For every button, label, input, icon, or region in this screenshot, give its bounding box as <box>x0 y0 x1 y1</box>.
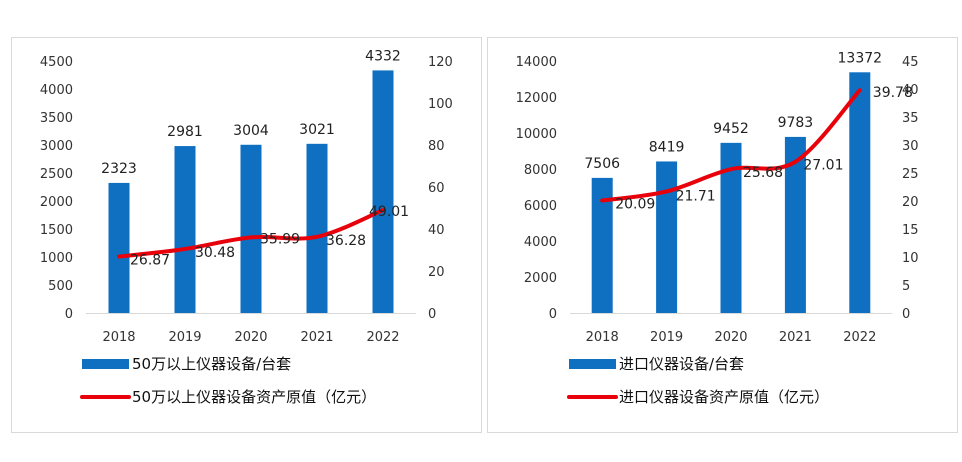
bar-data-label: 7506 <box>584 156 620 172</box>
bar <box>306 143 328 313</box>
line-data-label: 30.48 <box>195 245 235 261</box>
y-left-tick-label: 4000 <box>40 83 73 98</box>
y-right-tick-label: 25 <box>902 167 919 182</box>
bar <box>591 177 613 313</box>
y-right-tick-label: 40 <box>902 83 919 98</box>
bar-data-label: 9452 <box>713 121 749 137</box>
bar <box>108 182 130 313</box>
y-right-tick-label: 30 <box>902 139 919 154</box>
y-left-tick-label: 4000 <box>524 235 557 250</box>
line-data-label: 36.28 <box>326 233 366 249</box>
bar <box>372 70 394 313</box>
y-left-tick-label: 6000 <box>524 199 557 214</box>
legend-line-label: 进口仪器设备资产原值（亿元） <box>619 388 829 406</box>
y-right-tick-label: 100 <box>428 97 453 112</box>
bar-data-label: 3021 <box>299 122 335 138</box>
bar-data-label: 4332 <box>365 48 401 64</box>
legend-bar-swatch <box>569 359 616 369</box>
y-left-tick-label: 3000 <box>40 139 73 154</box>
x-tick-label: 2020 <box>714 330 747 345</box>
y-left-tick-label: 2000 <box>524 271 557 286</box>
chart-right-svg: 0 2000 4000 6000 8000 10000 12000 14000 0 5 10 15 20… <box>516 50 919 406</box>
bar <box>720 142 742 313</box>
bar-data-label: 9783 <box>778 115 814 131</box>
y-left-tick-label: 0 <box>549 307 557 322</box>
line-data-label: 27.01 <box>803 158 843 174</box>
y-right-tick-label: 20 <box>902 195 919 210</box>
legend-bar-swatch <box>82 359 129 369</box>
line-data-label: 39.78 <box>873 85 913 101</box>
legend-bar-label: 进口仪器设备/台套 <box>619 355 744 373</box>
y-right-tick-label: 40 <box>428 223 445 238</box>
y-right-tick-label: 0 <box>902 307 910 322</box>
line-data-label: 25.68 <box>743 165 783 181</box>
y-right-tick-label: 10 <box>902 251 919 266</box>
y-left-tick-label: 10000 <box>516 127 557 142</box>
bar-data-label: 2981 <box>167 124 203 140</box>
chart-left-svg: 0 500 1000 1500 2000 2500 3000 3500 4000 4500 0 20 4… <box>40 48 453 406</box>
x-tick-label: 2021 <box>779 330 812 345</box>
x-tick-label: 2019 <box>168 330 201 345</box>
x-tick-label: 2022 <box>843 330 876 345</box>
y-right-tick-label: 20 <box>428 265 445 280</box>
y-left-tick-label: 500 <box>48 279 73 294</box>
y-right-tick-label: 80 <box>428 139 445 154</box>
x-tick-label: 2018 <box>586 330 619 345</box>
line-data-label: 35.99 <box>260 231 300 247</box>
x-tick-label: 2020 <box>234 330 267 345</box>
chart-panel-left: 0 500 1000 1500 2000 2500 3000 3500 4000 4500 0 20 4… <box>11 37 482 433</box>
bar-data-label: 2323 <box>101 161 137 177</box>
y-left-tick-label: 1500 <box>40 223 73 238</box>
line-data-label: 20.09 <box>615 196 655 212</box>
bar <box>849 72 871 313</box>
x-tick-label: 2021 <box>300 330 333 345</box>
legend-line-label: 50万以上仪器设备资产原值（亿元） <box>132 388 376 406</box>
y-left-tick-label: 4500 <box>40 55 73 70</box>
y-right-tick-label: 15 <box>902 223 919 238</box>
bar-data-label: 13372 <box>838 50 883 66</box>
bar <box>174 146 196 313</box>
y-right-tick-label: 120 <box>428 55 453 70</box>
y-left-tick-label: 0 <box>65 307 73 322</box>
legend-bar-label: 50万以上仪器设备/台套 <box>132 355 291 373</box>
bar <box>784 136 806 313</box>
bar <box>240 144 262 313</box>
line-data-label: 26.87 <box>130 253 170 269</box>
chart-panel-right: 0 2000 4000 6000 8000 10000 12000 14000 0 5 10 15 20… <box>487 37 958 433</box>
y-left-tick-label: 14000 <box>516 55 557 70</box>
bar-data-label: 8419 <box>649 139 685 155</box>
x-tick-label: 2022 <box>366 330 399 345</box>
x-tick-label: 2018 <box>102 330 135 345</box>
bar <box>656 161 678 313</box>
y-right-tick-label: 5 <box>902 279 910 294</box>
y-left-tick-label: 2000 <box>40 195 73 210</box>
line-data-label: 21.71 <box>676 188 716 204</box>
y-right-tick-label: 35 <box>902 111 919 126</box>
y-right-tick-label: 45 <box>902 55 919 70</box>
y-right-tick-label: 60 <box>428 181 445 196</box>
y-left-tick-label: 3500 <box>40 111 73 126</box>
y-left-tick-label: 1000 <box>40 251 73 266</box>
y-left-tick-label: 2500 <box>40 167 73 182</box>
y-left-tick-label: 12000 <box>516 91 557 106</box>
bar-data-label: 3004 <box>233 123 269 139</box>
x-tick-label: 2019 <box>650 330 683 345</box>
line-data-label: 49.01 <box>369 204 409 220</box>
y-left-tick-label: 8000 <box>524 163 557 178</box>
y-right-tick-label: 0 <box>428 307 436 322</box>
